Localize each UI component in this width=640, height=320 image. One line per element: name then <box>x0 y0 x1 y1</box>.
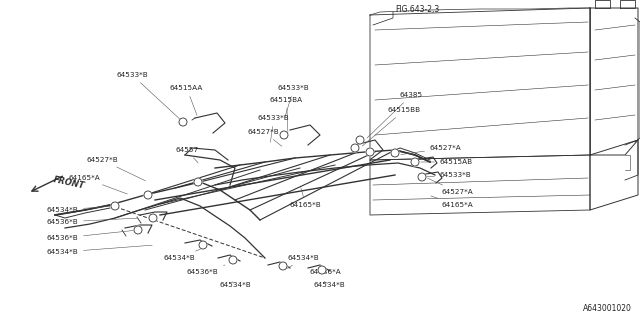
Text: 64515AB: 64515AB <box>420 159 473 165</box>
Text: 64527*A: 64527*A <box>401 145 461 155</box>
Text: 64557: 64557 <box>175 147 198 163</box>
Text: 64533*B: 64533*B <box>116 72 181 120</box>
Text: 64534*B: 64534*B <box>220 282 252 288</box>
Text: A643001020: A643001020 <box>583 304 632 313</box>
Circle shape <box>279 262 287 270</box>
Text: 64534*B: 64534*B <box>163 249 200 261</box>
Text: 64515AA: 64515AA <box>170 85 204 116</box>
Text: FRONT: FRONT <box>52 175 85 191</box>
Text: 64536*B: 64536*B <box>46 218 137 225</box>
Text: 64534*B: 64534*B <box>287 255 320 268</box>
Circle shape <box>280 131 288 139</box>
Text: 64385: 64385 <box>367 92 423 138</box>
Text: 64515BB: 64515BB <box>362 107 421 146</box>
Text: 64534*B: 64534*B <box>46 245 152 255</box>
Circle shape <box>418 173 426 181</box>
Text: 64533*B: 64533*B <box>278 85 310 117</box>
Circle shape <box>356 136 364 144</box>
Text: FIG.643-2,3: FIG.643-2,3 <box>395 5 439 14</box>
Circle shape <box>144 191 152 199</box>
Text: 64536*B: 64536*B <box>46 230 135 241</box>
Text: 64534*B: 64534*B <box>314 282 346 288</box>
Circle shape <box>351 144 359 152</box>
Text: 64165*A: 64165*A <box>431 196 474 208</box>
Circle shape <box>391 149 399 157</box>
Text: 64527*B: 64527*B <box>248 129 282 146</box>
Circle shape <box>366 148 374 156</box>
Text: 64536*B: 64536*B <box>186 265 225 275</box>
Text: 64534*B: 64534*B <box>46 206 112 213</box>
Text: 64536*A: 64536*A <box>310 269 342 275</box>
Circle shape <box>199 241 207 249</box>
Text: 64165*A: 64165*A <box>68 175 127 194</box>
Circle shape <box>179 118 187 126</box>
Text: 64515BA: 64515BA <box>270 97 303 132</box>
Text: 64165*B: 64165*B <box>290 188 322 208</box>
Circle shape <box>194 178 202 186</box>
Text: 64533*B: 64533*B <box>425 172 472 178</box>
Text: 64527*A: 64527*A <box>428 178 474 195</box>
Circle shape <box>149 214 157 222</box>
Circle shape <box>134 226 142 234</box>
Circle shape <box>229 256 237 264</box>
Circle shape <box>411 158 419 166</box>
Text: 64527*B: 64527*B <box>86 157 145 181</box>
Circle shape <box>318 266 326 274</box>
Circle shape <box>111 202 119 210</box>
Text: 64533*B: 64533*B <box>258 115 290 142</box>
